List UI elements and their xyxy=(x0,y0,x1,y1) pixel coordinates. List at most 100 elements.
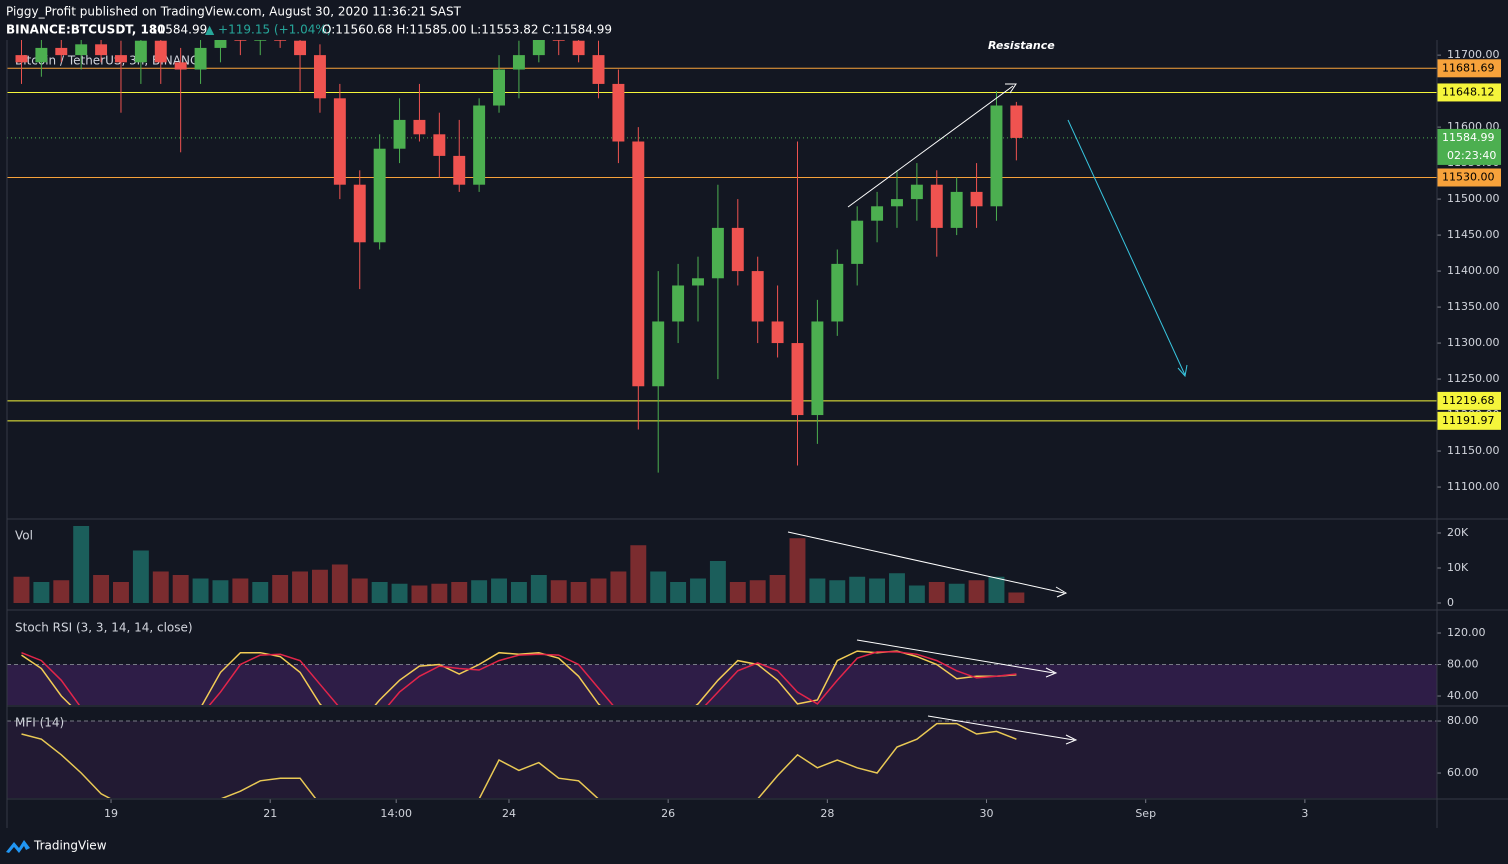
y-tick-label: 11100.00 xyxy=(1447,480,1500,493)
candle-body xyxy=(134,40,147,63)
price-axis: 20K 10K 0 xyxy=(1437,526,1469,609)
volume-bar xyxy=(152,571,169,603)
volume-bar xyxy=(570,581,587,603)
x-tick-label: 24 xyxy=(502,807,516,820)
candle-body xyxy=(572,40,585,56)
candle-body xyxy=(473,105,486,185)
volume-bar xyxy=(729,581,746,603)
y-tick-label: 11700.00 xyxy=(1447,48,1500,61)
candle-body xyxy=(632,141,645,387)
x-tick-label: 26 xyxy=(661,807,675,820)
candle-body xyxy=(711,227,724,279)
candle-body xyxy=(552,40,565,41)
arrow-head xyxy=(1045,667,1058,678)
volume-bar xyxy=(491,578,507,603)
arrow-head xyxy=(1055,586,1068,598)
y-tick-label: 60.00 xyxy=(1447,766,1479,779)
indicator-line xyxy=(21,722,1017,798)
candle-body xyxy=(453,155,466,185)
candle-body xyxy=(990,105,1003,207)
level-box xyxy=(1437,411,1501,430)
level-label: 11530.00 xyxy=(1442,170,1495,183)
level-box xyxy=(1437,391,1501,410)
volume-bar xyxy=(670,581,687,603)
x-tick-label: Sep xyxy=(1135,807,1156,820)
candle-body xyxy=(333,98,346,185)
volume-bar xyxy=(1008,592,1025,603)
candle-body xyxy=(433,134,446,156)
x-tick-label: 14:00 xyxy=(380,807,412,820)
y-tick-label: 11350.00 xyxy=(1447,300,1500,313)
x-tick-label: 21 xyxy=(263,807,277,820)
candle-body xyxy=(214,40,227,48)
last-label: 11584.99 xyxy=(1442,131,1495,144)
candle-body xyxy=(174,62,187,70)
y-tick-label: 11300.00 xyxy=(1447,336,1500,349)
volume-bar xyxy=(849,576,866,603)
volume-bar xyxy=(869,578,886,603)
y-tick-label: 11500.00 xyxy=(1447,192,1500,205)
volume-bar xyxy=(530,574,547,603)
candle-body xyxy=(234,40,247,41)
volume-bar xyxy=(908,585,925,603)
footer-brand: TradingView xyxy=(33,839,107,853)
candle-body xyxy=(15,55,28,63)
symbol: BINANCE:BTCUSDT, 180 xyxy=(6,23,166,37)
candle-body xyxy=(294,40,307,56)
candle-body xyxy=(612,83,625,142)
pane: MFI (14) xyxy=(7,716,1437,798)
candle-body xyxy=(373,148,386,243)
y-tick-label: 11450.00 xyxy=(1447,228,1500,241)
pane-title: Vol xyxy=(15,529,33,543)
volume-bar xyxy=(93,574,110,603)
level-box xyxy=(1437,83,1501,102)
candle-body xyxy=(672,285,685,322)
volume-bar xyxy=(809,578,826,603)
candle-body xyxy=(154,40,167,63)
pane-borders xyxy=(6,40,1508,828)
arrow-head xyxy=(1065,734,1078,745)
volume-bar xyxy=(610,571,627,603)
candle-body xyxy=(313,55,326,99)
volume-bar xyxy=(789,538,806,603)
candle-body xyxy=(254,40,267,41)
volume-bar xyxy=(968,580,985,603)
volume-bar xyxy=(113,581,129,603)
candle-body xyxy=(831,263,844,322)
volume-bar xyxy=(630,545,647,603)
level-box xyxy=(1437,168,1501,187)
trend-line xyxy=(1067,119,1186,376)
volume-bar xyxy=(292,571,309,603)
volume-bar xyxy=(988,576,1005,603)
band xyxy=(7,721,1437,798)
volume-bar xyxy=(471,580,488,603)
volume-bar xyxy=(829,580,846,603)
volume-bar xyxy=(252,581,269,603)
volume-bar xyxy=(590,578,607,603)
candle-body xyxy=(35,47,48,63)
volume-bar xyxy=(73,525,90,603)
level-label: 11191.97 xyxy=(1442,414,1495,427)
price-axis: 80.00 60.00 xyxy=(1437,714,1479,779)
candle-body xyxy=(692,278,704,286)
x-tick-label: 30 xyxy=(980,807,994,820)
pane: Stoch RSI (3, 3, 14, 14, close) xyxy=(7,621,1437,705)
level-box xyxy=(1437,59,1501,78)
y-tick-label: 20K xyxy=(1447,526,1469,539)
candle-body xyxy=(791,343,804,416)
volume-bar xyxy=(510,581,527,603)
y-tick-label: 10K xyxy=(1447,561,1469,574)
price-axis: 120.00 80.00 40.00 xyxy=(1437,626,1486,702)
y-tick-label: 40.00 xyxy=(1447,689,1479,702)
x-tick-label: 19 xyxy=(104,807,118,820)
y-tick-label: 80.00 xyxy=(1447,658,1479,671)
x-tick-label: 3 xyxy=(1301,807,1308,820)
trend-line xyxy=(927,715,1075,741)
volume-bar xyxy=(451,581,468,603)
level-label: 11681.69 xyxy=(1442,61,1495,74)
volume-bar xyxy=(948,583,965,603)
candle-body xyxy=(871,206,884,221)
volume-bar xyxy=(331,564,348,603)
indicator-line xyxy=(21,651,1017,705)
